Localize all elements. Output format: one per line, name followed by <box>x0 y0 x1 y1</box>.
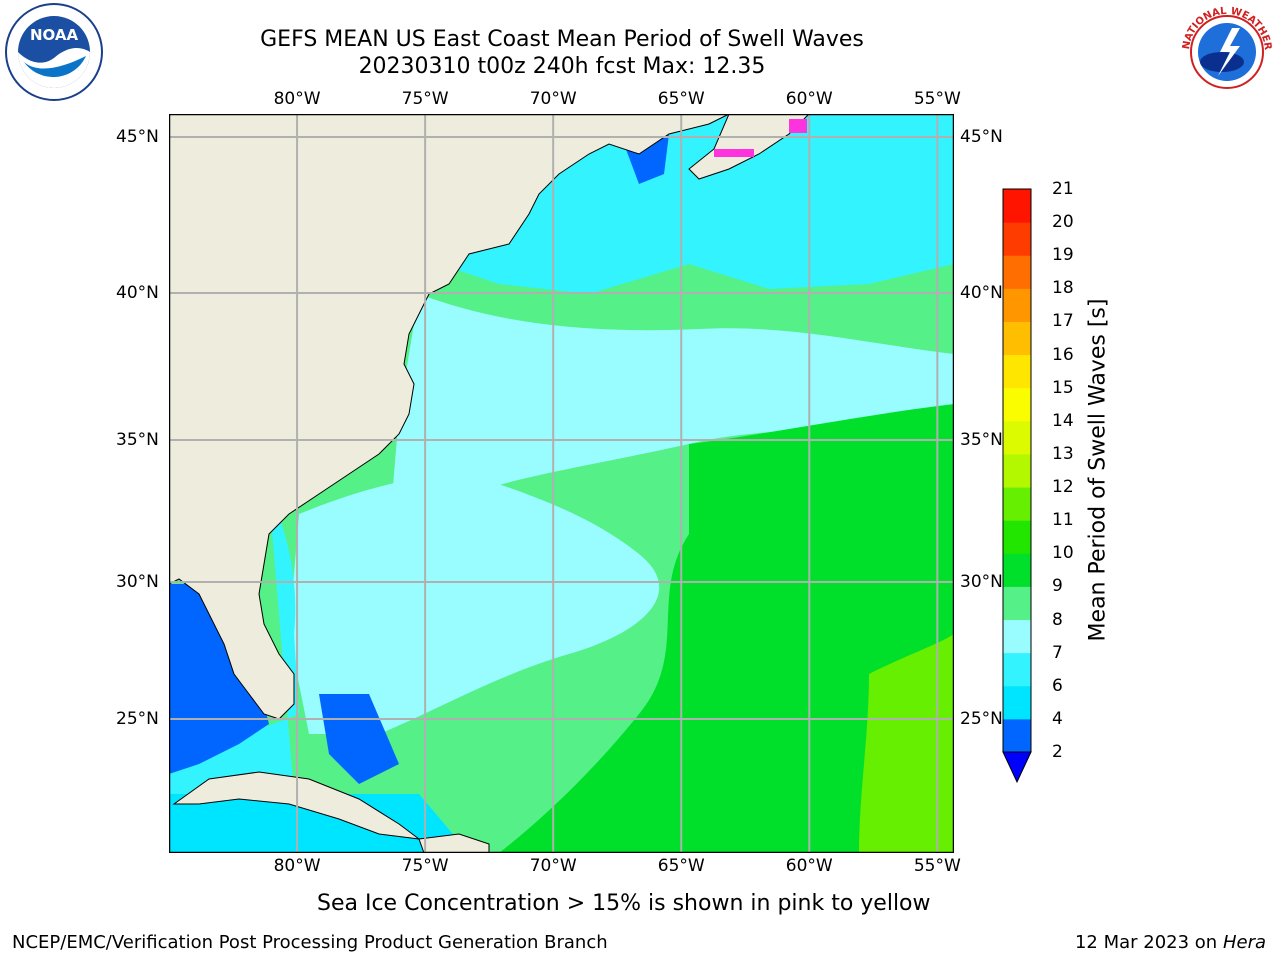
latitude-tick-label: 30°N <box>960 572 1003 592</box>
colorbar-swatch <box>1003 255 1031 289</box>
field-cyan-caribbean <box>169 794 469 853</box>
colorbar-swatch <box>1003 553 1031 587</box>
field-blue-bahamas <box>319 694 399 784</box>
colorbar-tick-label: 12 <box>1052 477 1074 498</box>
colorbar-tick-label: 2 <box>1052 742 1063 762</box>
colorbar-title: Mean Period of Swell Waves [s] <box>1085 298 1111 642</box>
colorbar-tick-label: 17 <box>1052 311 1074 332</box>
colorbar-tick-label: 18 <box>1052 278 1074 299</box>
colorbar-swatch <box>1003 321 1031 356</box>
footer-date: 12 Mar 2023 on Hera <box>1074 932 1266 953</box>
colorbar-swatch <box>1003 420 1031 455</box>
colorbar-swatch <box>1003 685 1031 720</box>
latitude-tick-label: 40°N <box>116 283 159 303</box>
colorbar-tick-label: 4 <box>1052 708 1063 729</box>
land-hispaniola <box>418 833 490 853</box>
colorbar-swatch <box>1003 387 1031 422</box>
field-light-cyan-band <box>389 294 954 534</box>
longitude-tick-label: 70°W <box>529 89 577 109</box>
colorbar-tick-label: 21 <box>1052 179 1074 199</box>
longitude-tick-label: 70°W <box>529 856 577 876</box>
graticule <box>169 114 954 853</box>
land-north-america <box>169 114 730 720</box>
latitude-tick-label: 40°N <box>960 283 1003 303</box>
colorbar-swatch <box>1003 487 1031 521</box>
latitude-tick-label: 25°N <box>960 709 1003 729</box>
longitude-tick-label: 60°W <box>785 856 833 876</box>
map-subtitle: 20230310 t00z 240h fcst Max: 12.35 <box>358 54 766 79</box>
colorbar-swatch <box>1003 288 1031 322</box>
noaa-logo: NOAA <box>5 3 103 101</box>
colorbar-tick-label: 8 <box>1052 609 1063 630</box>
longitude-tick-label: 80°W <box>273 89 321 109</box>
colorbar-tick-label: 14 <box>1052 410 1074 431</box>
longitude-tick-label: 65°W <box>657 89 705 109</box>
colorbar-extend-arrow <box>1002 751 1032 784</box>
longitude-tick-label: 60°W <box>785 89 833 109</box>
svg-text:NOAA: NOAA <box>30 26 79 44</box>
latitude-tick-label: 35°N <box>960 430 1003 450</box>
colorbar-tick-label: 11 <box>1052 510 1074 531</box>
footer-credit: NCEP/EMC/Verification Post Processing Pr… <box>12 932 608 953</box>
colorbar-tick-label: 9 <box>1052 576 1063 597</box>
longitude-tick-label: 55°W <box>913 89 961 109</box>
colorbar-frame <box>1002 188 1032 753</box>
field-cyan-coastal <box>169 494 299 853</box>
colorbar-tick-label: 19 <box>1052 245 1074 266</box>
colorbar-swatch <box>1003 520 1031 554</box>
field-light-cyan-south <box>289 474 660 734</box>
longitude-tick-label: 55°W <box>913 856 961 876</box>
field-green-east <box>499 404 954 853</box>
latitude-tick-label: 45°N <box>116 127 159 147</box>
colorbar-swatch <box>1003 222 1031 256</box>
latitude-tick-label: 45°N <box>960 127 1003 147</box>
colorbar-tick-label: 13 <box>1052 443 1074 464</box>
sea-ice-note: Sea Ice Concentration > 15% is shown in … <box>317 891 931 916</box>
longitude-tick-label: 75°W <box>401 856 449 876</box>
map-title: GEFS MEAN US East Coast Mean Period of S… <box>260 27 864 52</box>
longitude-tick-label: 65°W <box>657 856 705 876</box>
colorbar-tick-label: 10 <box>1052 543 1074 564</box>
latitude-tick-label: 25°N <box>116 709 159 729</box>
colorbar-tick-label: 7 <box>1052 642 1063 663</box>
sea-ice-patch <box>789 119 807 133</box>
colorbar-swatch <box>1003 718 1031 753</box>
colorbar-swatch <box>1003 189 1031 223</box>
colorbar-tick-label: 6 <box>1052 675 1063 696</box>
colorbar-tick-label: 20 <box>1052 212 1074 233</box>
colorbar-tick-label: 16 <box>1052 344 1074 365</box>
colorbar-swatch <box>1003 453 1031 488</box>
map-frame <box>169 114 954 853</box>
field-blue-gulf <box>169 584 269 774</box>
longitude-tick-label: 80°W <box>273 856 321 876</box>
colorbar-swatch <box>1003 354 1031 389</box>
national-weather-service-logo: NATIONAL WEATHER SERVICE <box>1176 2 1275 100</box>
field-yellowgreen-se <box>859 634 954 853</box>
colorbar <box>1002 188 1032 784</box>
longitude-tick-label: 75°W <box>401 89 449 109</box>
colorbar-swatch <box>1003 586 1031 621</box>
swell-period-map <box>169 114 954 853</box>
latitude-tick-label: 35°N <box>116 430 159 450</box>
sea-ice-patch <box>714 149 754 157</box>
latitude-tick-label: 30°N <box>116 572 159 592</box>
colorbar-tick-label: 15 <box>1052 377 1074 398</box>
colorbar-swatch <box>1003 652 1031 687</box>
colorbar-swatch <box>1003 619 1031 654</box>
